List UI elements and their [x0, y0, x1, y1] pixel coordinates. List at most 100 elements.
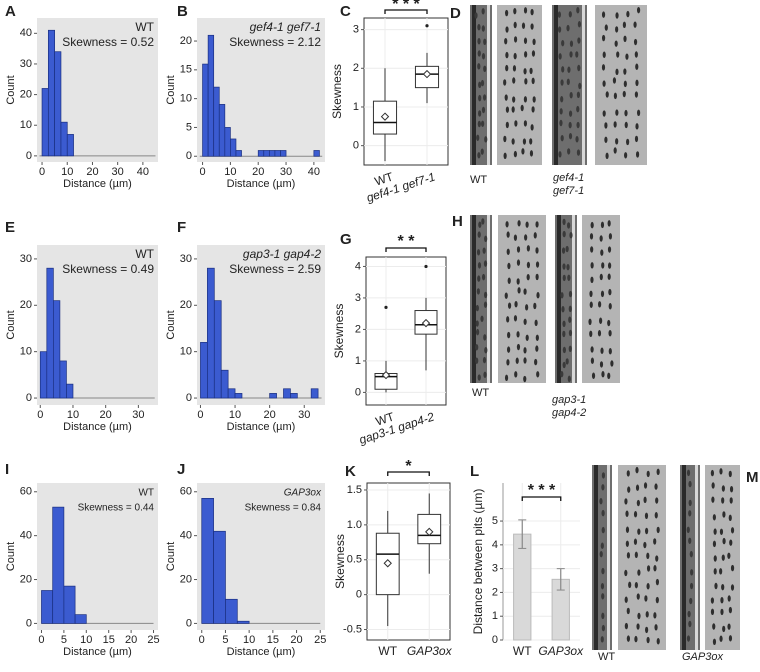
pit: [475, 304, 479, 312]
pit: [536, 371, 540, 378]
pit: [728, 606, 732, 614]
pit: [504, 94, 508, 101]
pit: [730, 527, 735, 534]
pit: [710, 469, 715, 477]
pit: [567, 274, 571, 281]
pit: [719, 568, 723, 575]
pit: [478, 94, 482, 102]
x-tick-label: 40: [308, 166, 320, 178]
pit: [590, 357, 595, 364]
pit: [517, 287, 521, 294]
pit: [654, 483, 658, 490]
bar: [513, 533, 532, 641]
pit: [688, 620, 692, 628]
pit: [524, 78, 528, 85]
micrograph-edge: [682, 465, 686, 650]
pit: [590, 246, 594, 253]
pit: [625, 53, 629, 60]
pit: [608, 233, 613, 240]
y-tick-label: 0: [186, 392, 192, 404]
y-tick-label: 3: [353, 24, 359, 36]
pit: [477, 50, 481, 57]
histogram-bar: [236, 620, 250, 624]
histogram-bar: [207, 267, 215, 399]
pit: [514, 120, 518, 127]
pit: [569, 51, 573, 58]
pit: [576, 91, 581, 99]
pit: [575, 136, 579, 143]
pit: [514, 300, 518, 308]
pit: [523, 7, 528, 14]
pit: [727, 595, 731, 602]
histogram-bar: [201, 498, 214, 624]
histogram-bar: [46, 267, 54, 399]
pit: [531, 106, 535, 113]
pit: [601, 593, 605, 600]
pit: [602, 80, 606, 87]
histogram-bar: [207, 34, 215, 157]
micrograph-edge: [557, 215, 561, 383]
pit: [562, 346, 566, 354]
pit: [634, 135, 639, 143]
pit: [504, 374, 509, 382]
pit: [608, 303, 612, 310]
outlier: [425, 24, 429, 28]
pit: [530, 124, 534, 131]
x-tick-label: 20: [290, 634, 302, 646]
pit: [480, 148, 484, 155]
histogram-bar: [59, 360, 67, 399]
pit: [643, 541, 647, 549]
pit: [623, 68, 627, 75]
pit: [478, 81, 482, 89]
pit: [562, 263, 566, 270]
y-tick-label: 20: [180, 299, 192, 311]
x-tick-label: 20: [86, 166, 98, 178]
pit: [477, 63, 481, 70]
panel-label: F: [177, 219, 186, 236]
pit: [653, 538, 657, 545]
pit: [590, 346, 594, 353]
pit: [475, 328, 480, 336]
x-tick-label: 5: [61, 634, 67, 646]
pit: [616, 51, 620, 58]
y-tick-label: 20: [180, 573, 192, 585]
pit: [481, 106, 486, 114]
pit: [710, 608, 715, 616]
pit: [535, 221, 539, 228]
micrograph: [582, 215, 620, 383]
pit: [623, 80, 627, 88]
pit: [567, 375, 571, 383]
pit: [633, 21, 637, 28]
panel-label: K: [345, 463, 356, 480]
pit: [601, 11, 606, 18]
pit: [503, 79, 507, 86]
pit: [601, 34, 606, 42]
pit: [505, 221, 509, 228]
pit: [535, 261, 540, 268]
x-tick-label: 30: [112, 166, 124, 178]
x-tick-label: 10: [229, 409, 241, 421]
pit: [604, 136, 608, 143]
pit: [523, 68, 527, 75]
pit: [608, 329, 612, 337]
pit: [626, 10, 630, 18]
pit: [624, 498, 628, 505]
pit: [569, 91, 573, 99]
plot-background: [363, 17, 449, 166]
x-tick-label: 15: [267, 634, 279, 646]
pit: [607, 372, 611, 380]
y-tick-label: 60: [20, 486, 32, 498]
y-tick-label: 4: [492, 539, 498, 551]
pit: [624, 622, 628, 630]
pit: [622, 90, 626, 98]
pit: [615, 68, 619, 76]
micrograph-edge: [582, 5, 585, 165]
histogram-bar: [224, 127, 231, 157]
pit: [722, 511, 726, 518]
pit: [533, 302, 537, 310]
pit: [730, 564, 735, 572]
histogram-bar: [230, 138, 237, 157]
pit: [516, 343, 521, 351]
pit: [507, 331, 511, 339]
pit: [517, 220, 521, 227]
